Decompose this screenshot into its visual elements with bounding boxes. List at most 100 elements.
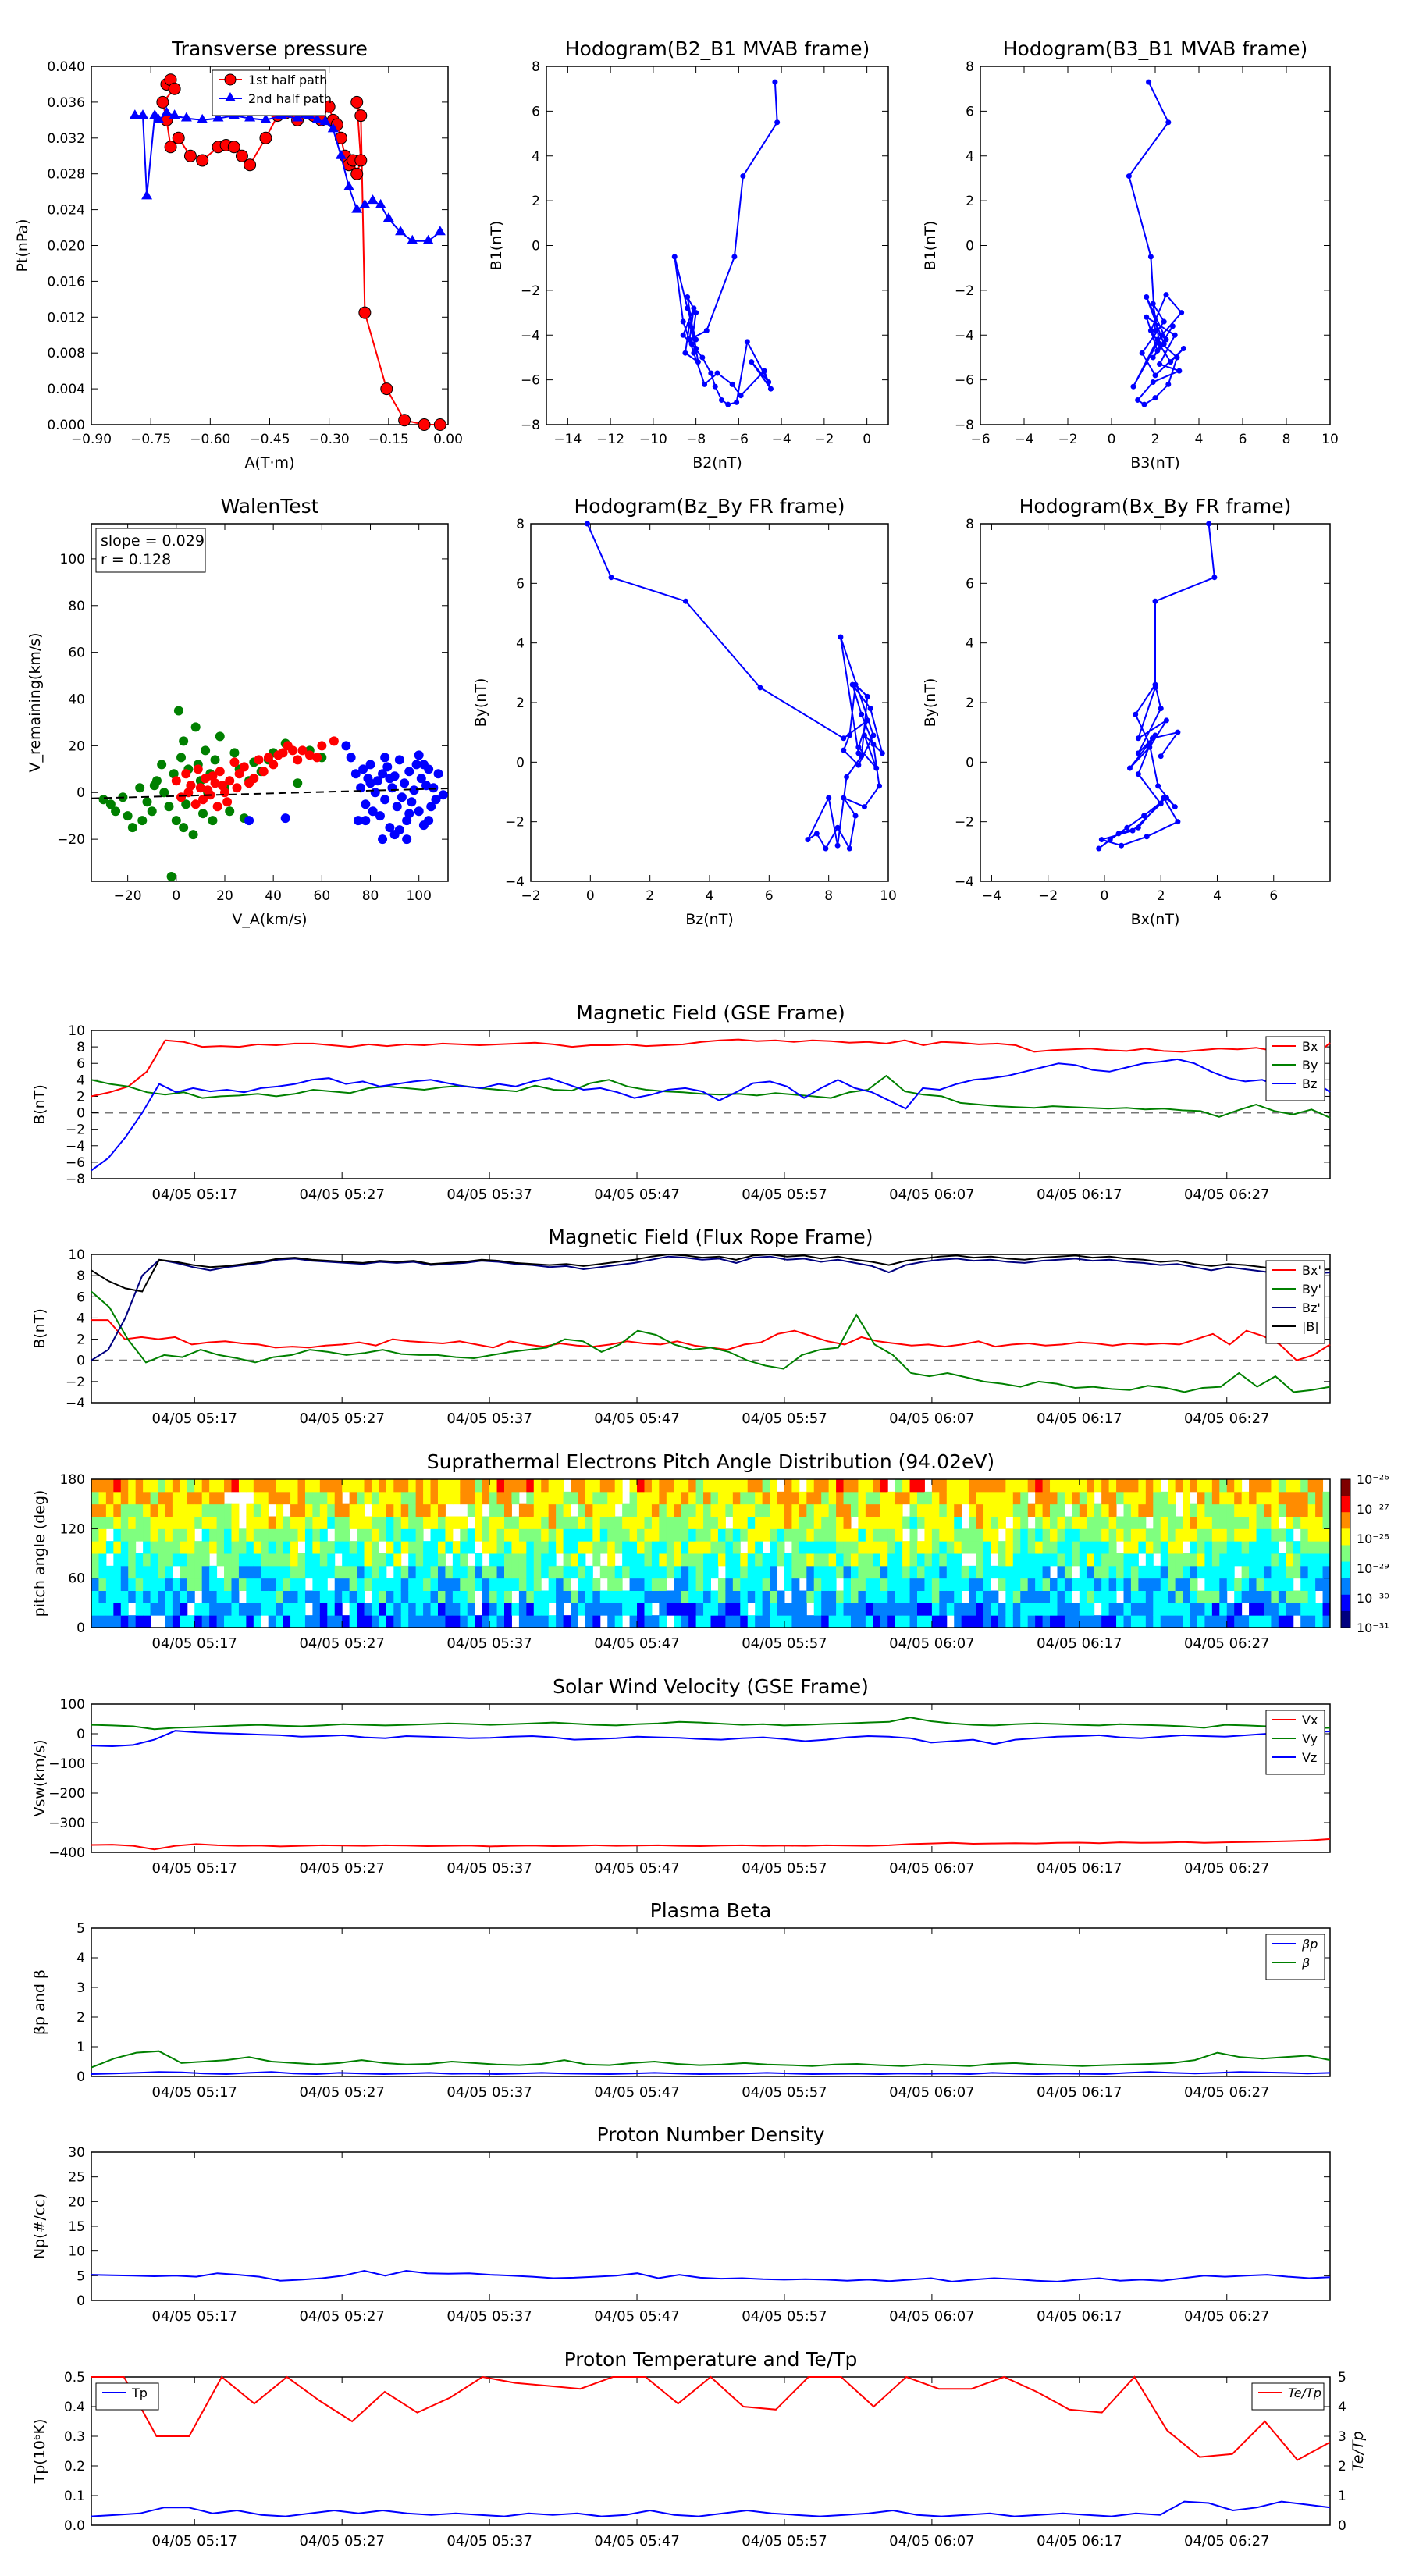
heatmap-cell	[917, 1590, 925, 1603]
heatmap-cell	[1130, 1565, 1139, 1579]
heatmap-cell	[1286, 1479, 1294, 1493]
x-tick-label: 04/05 05:17	[152, 1187, 237, 1203]
data-point	[688, 341, 695, 347]
heatmap-cell	[1322, 1503, 1331, 1517]
heatmap-cell	[1005, 1565, 1014, 1579]
heatmap-cell	[717, 1479, 726, 1493]
data-point	[805, 837, 811, 843]
heatmap-cell	[791, 1479, 800, 1493]
heatmap-cell	[1190, 1565, 1198, 1579]
heatmap-cell	[1300, 1553, 1309, 1567]
heatmap-cell	[1300, 1615, 1309, 1628]
heatmap-cell	[231, 1541, 240, 1554]
colorbar-segment	[1341, 1496, 1350, 1513]
heatmap-cell	[1108, 1528, 1117, 1542]
heatmap-cell	[1064, 1578, 1072, 1591]
heatmap-cell	[695, 1603, 704, 1616]
heatmap-cell	[717, 1578, 726, 1591]
heatmap-cell	[158, 1479, 165, 1493]
heatmap-cell	[1087, 1503, 1095, 1517]
x-tick-label: 04/05 05:37	[446, 1411, 532, 1427]
data-point	[1135, 824, 1141, 831]
heatmap-cell	[128, 1528, 137, 1542]
data-point	[682, 350, 688, 356]
heatmap-cell	[105, 1615, 114, 1628]
heatmap-cell	[585, 1516, 593, 1529]
heatmap-cell	[143, 1590, 151, 1603]
heatmap-cell	[1204, 1578, 1213, 1591]
scatter-point	[397, 792, 407, 802]
heatmap-cell	[717, 1491, 726, 1505]
x-tick-label: 04/05 05:47	[594, 2084, 679, 2101]
heatmap-cell	[1204, 1528, 1213, 1542]
heatmap-cell	[400, 1565, 409, 1579]
heatmap-cell	[180, 1491, 188, 1505]
heatmap-cell	[1094, 1503, 1102, 1517]
heatmap-cell	[991, 1615, 999, 1628]
heatmap-cell	[91, 1528, 99, 1542]
heatmap-cell	[622, 1565, 631, 1579]
heatmap-cell	[143, 1528, 151, 1542]
y-tick-label: 8	[966, 59, 974, 75]
data-point	[855, 762, 862, 768]
heatmap-cell	[297, 1578, 306, 1591]
heatmap-cell	[821, 1565, 830, 1579]
heatmap-cell	[349, 1541, 357, 1554]
heatmap-cell	[98, 1491, 107, 1505]
heatmap-cell	[858, 1516, 866, 1529]
heatmap-cell	[349, 1578, 357, 1591]
heatmap-cell	[954, 1615, 962, 1628]
scatter-point	[229, 748, 240, 758]
heatmap-cell	[998, 1615, 1006, 1628]
heatmap-cell	[629, 1541, 638, 1554]
data-point	[1165, 119, 1172, 126]
heatmap-cell	[895, 1479, 903, 1493]
plot-frame	[91, 1254, 1331, 1404]
heatmap-cell	[674, 1516, 682, 1529]
heatmap-cell	[836, 1603, 845, 1616]
heatmap-cell	[865, 1479, 873, 1493]
heatmap-cell	[1197, 1553, 1205, 1567]
scatter-point	[188, 830, 198, 840]
heatmap-cell	[1101, 1553, 1110, 1567]
heatmap-cell	[1307, 1528, 1316, 1542]
data-point	[1161, 318, 1167, 325]
heatmap-cell	[659, 1528, 667, 1542]
heatmap-cell	[917, 1479, 925, 1493]
data-point	[693, 345, 699, 351]
heatmap-cell	[504, 1565, 512, 1579]
heatmap-cell	[917, 1615, 925, 1628]
data-point	[1129, 827, 1136, 834]
heatmap-cell	[1190, 1615, 1198, 1628]
heatmap-cell	[533, 1578, 542, 1591]
scatter-point	[404, 767, 414, 777]
heatmap-cell	[961, 1491, 969, 1505]
heatmap-cell	[659, 1603, 667, 1616]
heatmap-cell	[253, 1491, 261, 1505]
heatmap-cell	[437, 1528, 446, 1542]
heatmap-cell	[1005, 1479, 1014, 1493]
data-point	[671, 254, 678, 260]
heatmap-cell	[482, 1590, 490, 1603]
heatmap-cell	[850, 1528, 859, 1542]
heatmap-cell	[578, 1491, 586, 1505]
heatmap-cell	[880, 1491, 888, 1505]
heatmap-cell	[1315, 1541, 1324, 1554]
heatmap-cell	[1211, 1528, 1220, 1542]
heatmap-cell	[437, 1578, 446, 1591]
heatmap-cell	[187, 1516, 195, 1529]
x-tick-label: 100	[406, 888, 431, 904]
heatmap-cell	[880, 1615, 888, 1628]
heatmap-cell	[784, 1479, 792, 1493]
heatmap-cell	[873, 1615, 881, 1628]
heatmap-cell	[725, 1578, 734, 1591]
heatmap-cell	[1101, 1528, 1110, 1542]
heatmap-cell	[799, 1541, 807, 1554]
heatmap-cell	[150, 1590, 158, 1603]
heatmap-cell	[371, 1479, 379, 1493]
heatmap-cell	[113, 1479, 122, 1493]
heatmap-cell	[165, 1578, 173, 1591]
heatmap-cell	[813, 1590, 822, 1603]
heatmap-cell	[334, 1479, 343, 1493]
heatmap-cell	[1322, 1553, 1331, 1567]
